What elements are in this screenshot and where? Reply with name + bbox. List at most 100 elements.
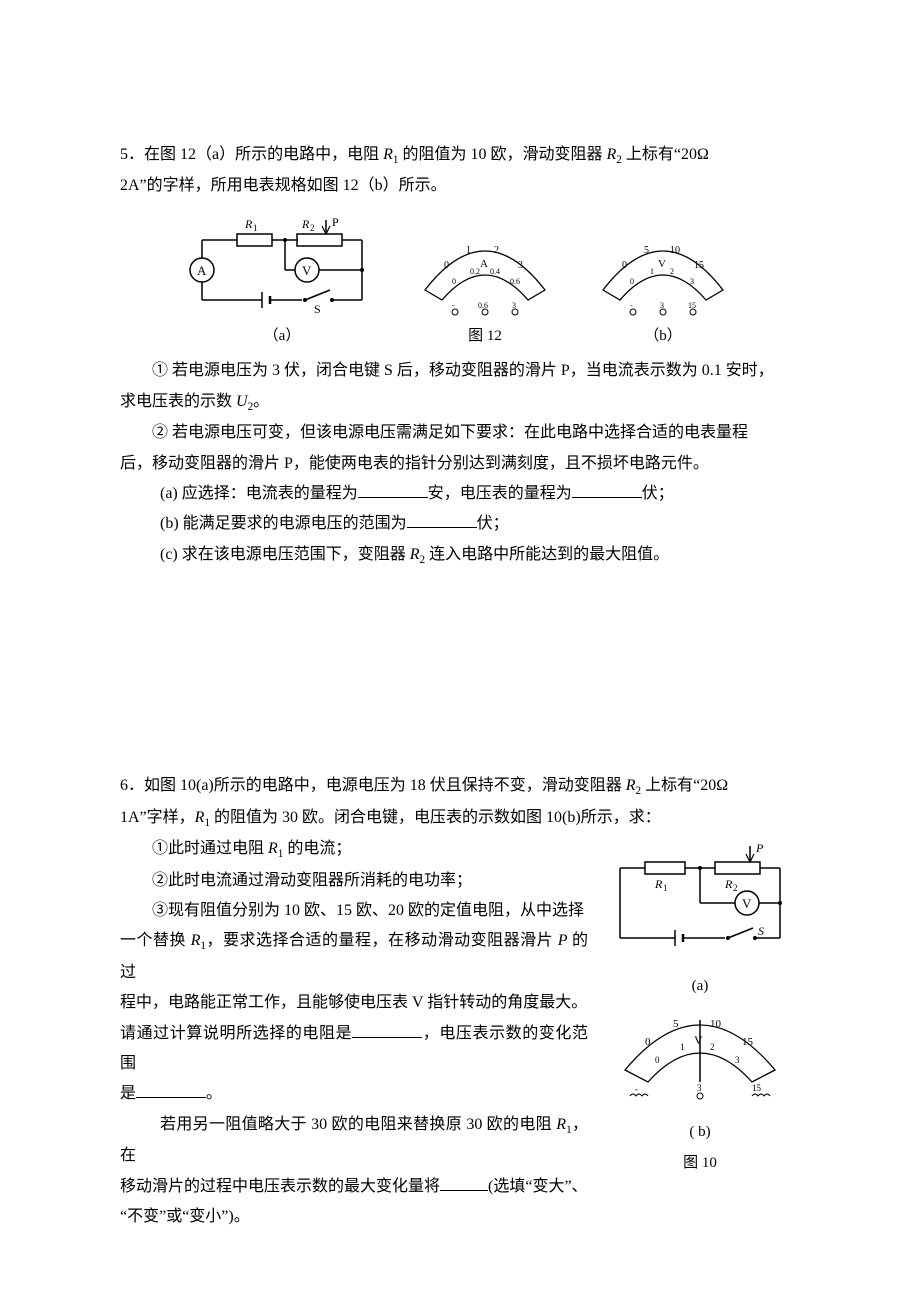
svg-text:S: S: [758, 924, 764, 938]
svg-text:3: 3: [512, 301, 516, 310]
svg-text:S: S: [314, 302, 321, 316]
p6-q4c: 移动滑片的过程中电压表示数的最大变化量将: [120, 1178, 440, 1195]
p6-l2b: 的阻值为 30 欧。闭合电键，电压表的示数如图 10(b)所示，求：: [210, 809, 661, 826]
svg-text:0: 0: [444, 260, 449, 271]
voltmeter-dial: 0 5 10 15 0 1 2 3 V - 3 15 （b）: [588, 230, 738, 351]
svg-text:3: 3: [697, 1083, 702, 1093]
svg-text:R: R: [301, 217, 310, 231]
svg-text:P: P: [755, 841, 764, 855]
svg-text:1: 1: [253, 223, 258, 233]
p5-q1b: 求电压表的示数: [120, 393, 236, 410]
p6-q3a: ③现有阻值分别为 10 欧、15 欧、20 欧的定值电阻，从中选择: [152, 902, 584, 919]
blank-change: [440, 1174, 488, 1191]
p6-q2-text: ②此时电流通过滑动变阻器所消耗的电功率；: [152, 872, 472, 889]
p5-text3: 上标有“20Ω: [622, 146, 709, 163]
circuit-10a: R 1 R 2 P V: [600, 838, 800, 958]
svg-text:A: A: [197, 263, 207, 278]
p6-l1b: 上标有“20Ω: [641, 777, 728, 794]
figure-12: R 1 R 2 P: [120, 210, 800, 351]
p5-q2a: ② 若电源电压可变，但该电源电压需满足如下要求：在此电路中选择合适的电表量程: [120, 418, 800, 448]
p5-q1c: 。: [253, 393, 269, 410]
svg-text:2: 2: [710, 1042, 715, 1052]
p6-q4-r1: R: [556, 1116, 566, 1133]
svg-text:2: 2: [494, 245, 499, 256]
svg-text:-: -: [630, 301, 633, 310]
p5-qc-b: 连入电路中所能达到的最大阻值。: [425, 546, 669, 563]
r2-sym-c: R: [410, 546, 420, 563]
svg-text:3: 3: [518, 260, 523, 271]
p5-qc: (c) 求在该电源电压范围下，变阻器 R2 连入电路中所能达到的最大阻值。: [120, 540, 800, 571]
svg-text:2: 2: [310, 223, 315, 233]
svg-text:P: P: [332, 215, 339, 229]
svg-text:5: 5: [673, 1018, 679, 1030]
p6-r1: R: [195, 809, 205, 826]
svg-text:1: 1: [680, 1042, 685, 1052]
p6-q1a: ①此时通过电阻: [152, 840, 268, 857]
fig10a-label: (a): [600, 972, 800, 1001]
svg-text:1: 1: [650, 267, 654, 276]
svg-text:10: 10: [710, 1018, 722, 1030]
svg-text:V: V: [742, 896, 752, 911]
r1-symbol: R: [383, 146, 393, 163]
svg-text:R: R: [244, 217, 253, 231]
p5-qb2: 伏；: [477, 515, 509, 532]
p6-l2a: 1A”字样，: [120, 809, 195, 826]
svg-text:3: 3: [660, 301, 664, 310]
ammeter-svg: 0 1 2 3 0 0.2 0.4 0.6 A - 0.6 3: [410, 230, 560, 320]
p6-q4e: “不变”或“变小”)。: [120, 1208, 250, 1225]
fig-b-label: （b）: [644, 322, 682, 351]
p5-q2b: 后，移动变阻器的滑片 P，能使两电表的指针分别达到满刻度，且不损坏电路元件。: [120, 449, 800, 479]
blank-ammeter-range: [358, 481, 428, 498]
p6-q3b: 一个替换: [120, 932, 191, 949]
figure-10: R 1 R 2 P V: [600, 838, 800, 1177]
voltmeter-svg: 0 5 10 15 0 1 2 3 V - 3 15: [588, 230, 738, 320]
svg-text:0: 0: [645, 1036, 651, 1048]
p6-q3e: 程中，电路能正常工作，且能够使电压表 V 指针转动的角度最大。: [120, 994, 587, 1011]
svg-text:15: 15: [752, 1083, 762, 1093]
p6-q3c: ，要求选择合适的量程，在移动滑动变阻器滑片: [206, 932, 558, 949]
svg-text:0: 0: [655, 1055, 660, 1065]
svg-text:1: 1: [466, 245, 471, 256]
p5-text: 5．在图 12（a）所示的电路中，电阻: [120, 146, 383, 163]
svg-text:-: -: [452, 301, 455, 310]
svg-text:V: V: [658, 258, 666, 270]
p6-r2: R: [626, 777, 636, 794]
problem-6-body: R 1 R 2 P V: [120, 834, 800, 1232]
blank-voltage-range: [407, 511, 477, 528]
blank-resistor-choice: [352, 1021, 422, 1038]
ammeter-dial: 0 1 2 3 0 0.2 0.4 0.6 A - 0.6 3 图 12: [410, 230, 560, 351]
p5-q1a: ① 若电源电压为 3 伏，闭合电键 S 后，移动变阻器的滑片 P，当电流表示数为…: [152, 362, 774, 379]
fig10-caption: 图 10: [600, 1149, 800, 1178]
fig-a-label: （a）: [264, 322, 301, 351]
p6-l1a: 6．如图 10(a)所示的电路中，电源电压为 18 伏且保持不变，滑动变阻器: [120, 777, 626, 794]
svg-text:R: R: [724, 877, 733, 891]
svg-text:R: R: [654, 877, 663, 891]
svg-text:-: -: [635, 1084, 638, 1094]
svg-text:0: 0: [630, 277, 634, 286]
svg-text:0: 0: [452, 277, 456, 286]
p5-text2: 的阻值为 10 欧，滑动变阻器: [398, 146, 606, 163]
svg-text:A: A: [480, 258, 488, 270]
p5-q2a-text: ② 若电源电压可变，但该电源电压需满足如下要求：在此电路中选择合适的电表量程: [152, 424, 748, 441]
svg-text:V: V: [694, 1033, 703, 1047]
p5-q2b-text: 后，移动变阻器的滑片 P，能使两电表的指针分别达到满刻度，且不损坏电路元件。: [120, 455, 709, 472]
svg-text:15: 15: [742, 1036, 754, 1048]
p5-qa-text: (a) 应选择：电流表的量程为: [160, 485, 358, 502]
p6-q3i: 。: [206, 1085, 222, 1102]
svg-text:0: 0: [622, 260, 627, 271]
voltmeter-10b: 0 5 10 15 0 1 2 3 V - 3 15: [600, 1000, 800, 1105]
section-gap: [120, 571, 800, 771]
svg-text:V: V: [302, 263, 312, 278]
blank-voltage-range2: [136, 1081, 206, 1098]
blank-voltmeter-range: [572, 481, 642, 498]
p5-line2: 2A”的字样，所用电表规格如图 12（b）所示。: [120, 177, 447, 194]
fig10b-label: ( b): [600, 1118, 800, 1147]
svg-text:0.6: 0.6: [510, 277, 520, 286]
p5-qc-a: (c) 求在该电源电压范围下，变阻器: [160, 546, 410, 563]
p6-q3h: 是: [120, 1085, 136, 1102]
svg-text:3: 3: [735, 1055, 740, 1065]
p5-qa3: 伏；: [642, 485, 674, 502]
svg-text:2: 2: [733, 883, 738, 893]
svg-text:0.4: 0.4: [490, 267, 500, 276]
p5-q1-cont: 求电压表的示数 U2。: [120, 387, 800, 418]
